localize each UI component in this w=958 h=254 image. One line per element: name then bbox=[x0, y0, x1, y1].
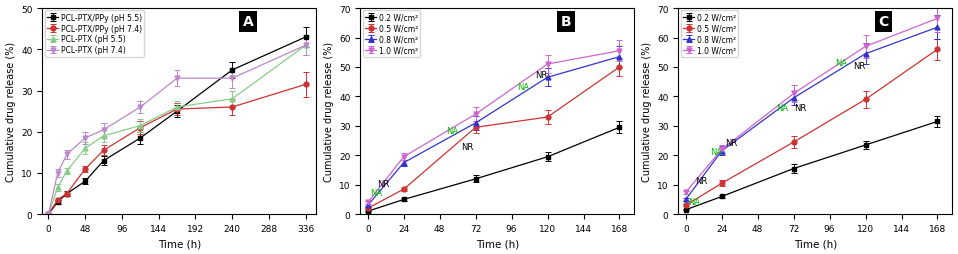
Text: NA: NA bbox=[710, 147, 722, 156]
Text: C: C bbox=[878, 15, 889, 29]
Text: B: B bbox=[560, 15, 571, 29]
Text: NA: NA bbox=[776, 103, 787, 112]
Y-axis label: Cumulative drug release (%): Cumulative drug release (%) bbox=[6, 42, 15, 181]
Y-axis label: Cumulative drug release (%): Cumulative drug release (%) bbox=[642, 42, 651, 181]
Legend: 0.2 W/cm², 0.5 W/cm², 0.8 W/cm², 1.0 W/cm²: 0.2 W/cm², 0.5 W/cm², 0.8 W/cm², 1.0 W/c… bbox=[362, 11, 421, 57]
X-axis label: Time (h): Time (h) bbox=[794, 239, 837, 248]
Text: NR: NR bbox=[461, 143, 473, 152]
Text: NR: NR bbox=[793, 103, 806, 112]
Text: NR: NR bbox=[854, 62, 866, 71]
Text: NA: NA bbox=[370, 188, 382, 197]
X-axis label: Time (h): Time (h) bbox=[476, 239, 519, 248]
Text: NR: NR bbox=[724, 138, 737, 147]
Text: NA: NA bbox=[445, 127, 458, 136]
Text: NR: NR bbox=[377, 180, 390, 188]
Text: NA: NA bbox=[688, 197, 700, 206]
Legend: PCL-PTX/PPy (pH 5.5), PCL-PTX/PPy (pH 7.4), PCL-PTX (pH 5.5), PCL-PTX (pH 7.4): PCL-PTX/PPy (pH 5.5), PCL-PTX/PPy (pH 7.… bbox=[45, 11, 144, 57]
Text: NA: NA bbox=[517, 83, 530, 92]
Text: NR: NR bbox=[696, 177, 708, 185]
Y-axis label: Cumulative drug release (%): Cumulative drug release (%) bbox=[324, 42, 333, 181]
Text: NR: NR bbox=[536, 71, 548, 80]
Text: A: A bbox=[242, 15, 253, 29]
X-axis label: Time (h): Time (h) bbox=[158, 239, 201, 248]
Text: NA: NA bbox=[835, 59, 848, 68]
Legend: 0.2 W/cm², 0.5 W/cm², 0.8 W/cm², 1.0 W/cm²: 0.2 W/cm², 0.5 W/cm², 0.8 W/cm², 1.0 W/c… bbox=[680, 11, 739, 57]
